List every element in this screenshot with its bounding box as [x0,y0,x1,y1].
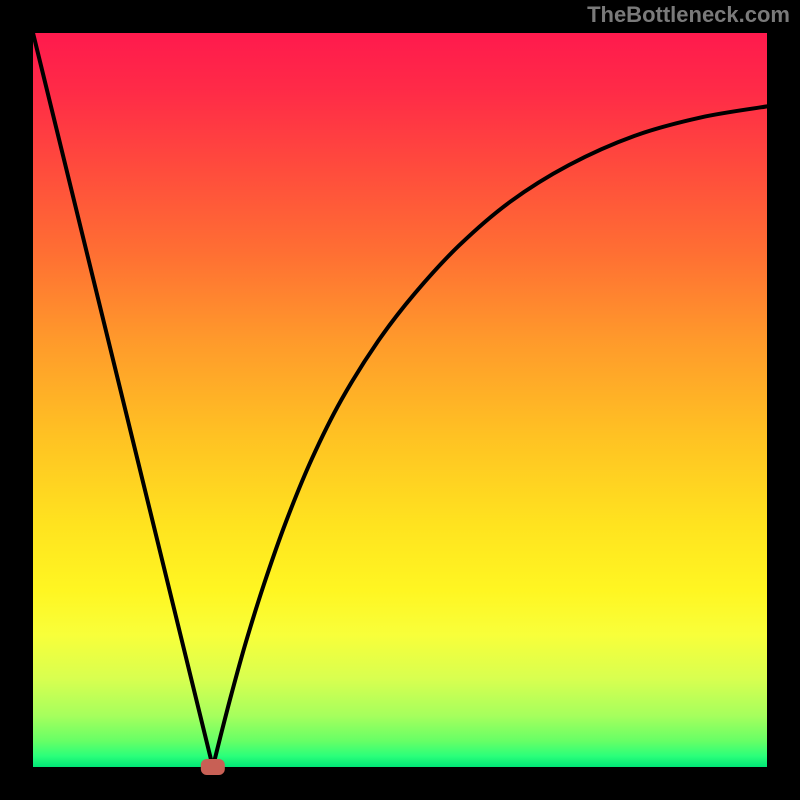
watermark-text: TheBottleneck.com [587,2,790,28]
chart-container: TheBottleneck.com [0,0,800,800]
chart-svg [0,0,800,800]
gradient-plot-area [33,33,767,767]
minimum-marker [201,759,225,775]
